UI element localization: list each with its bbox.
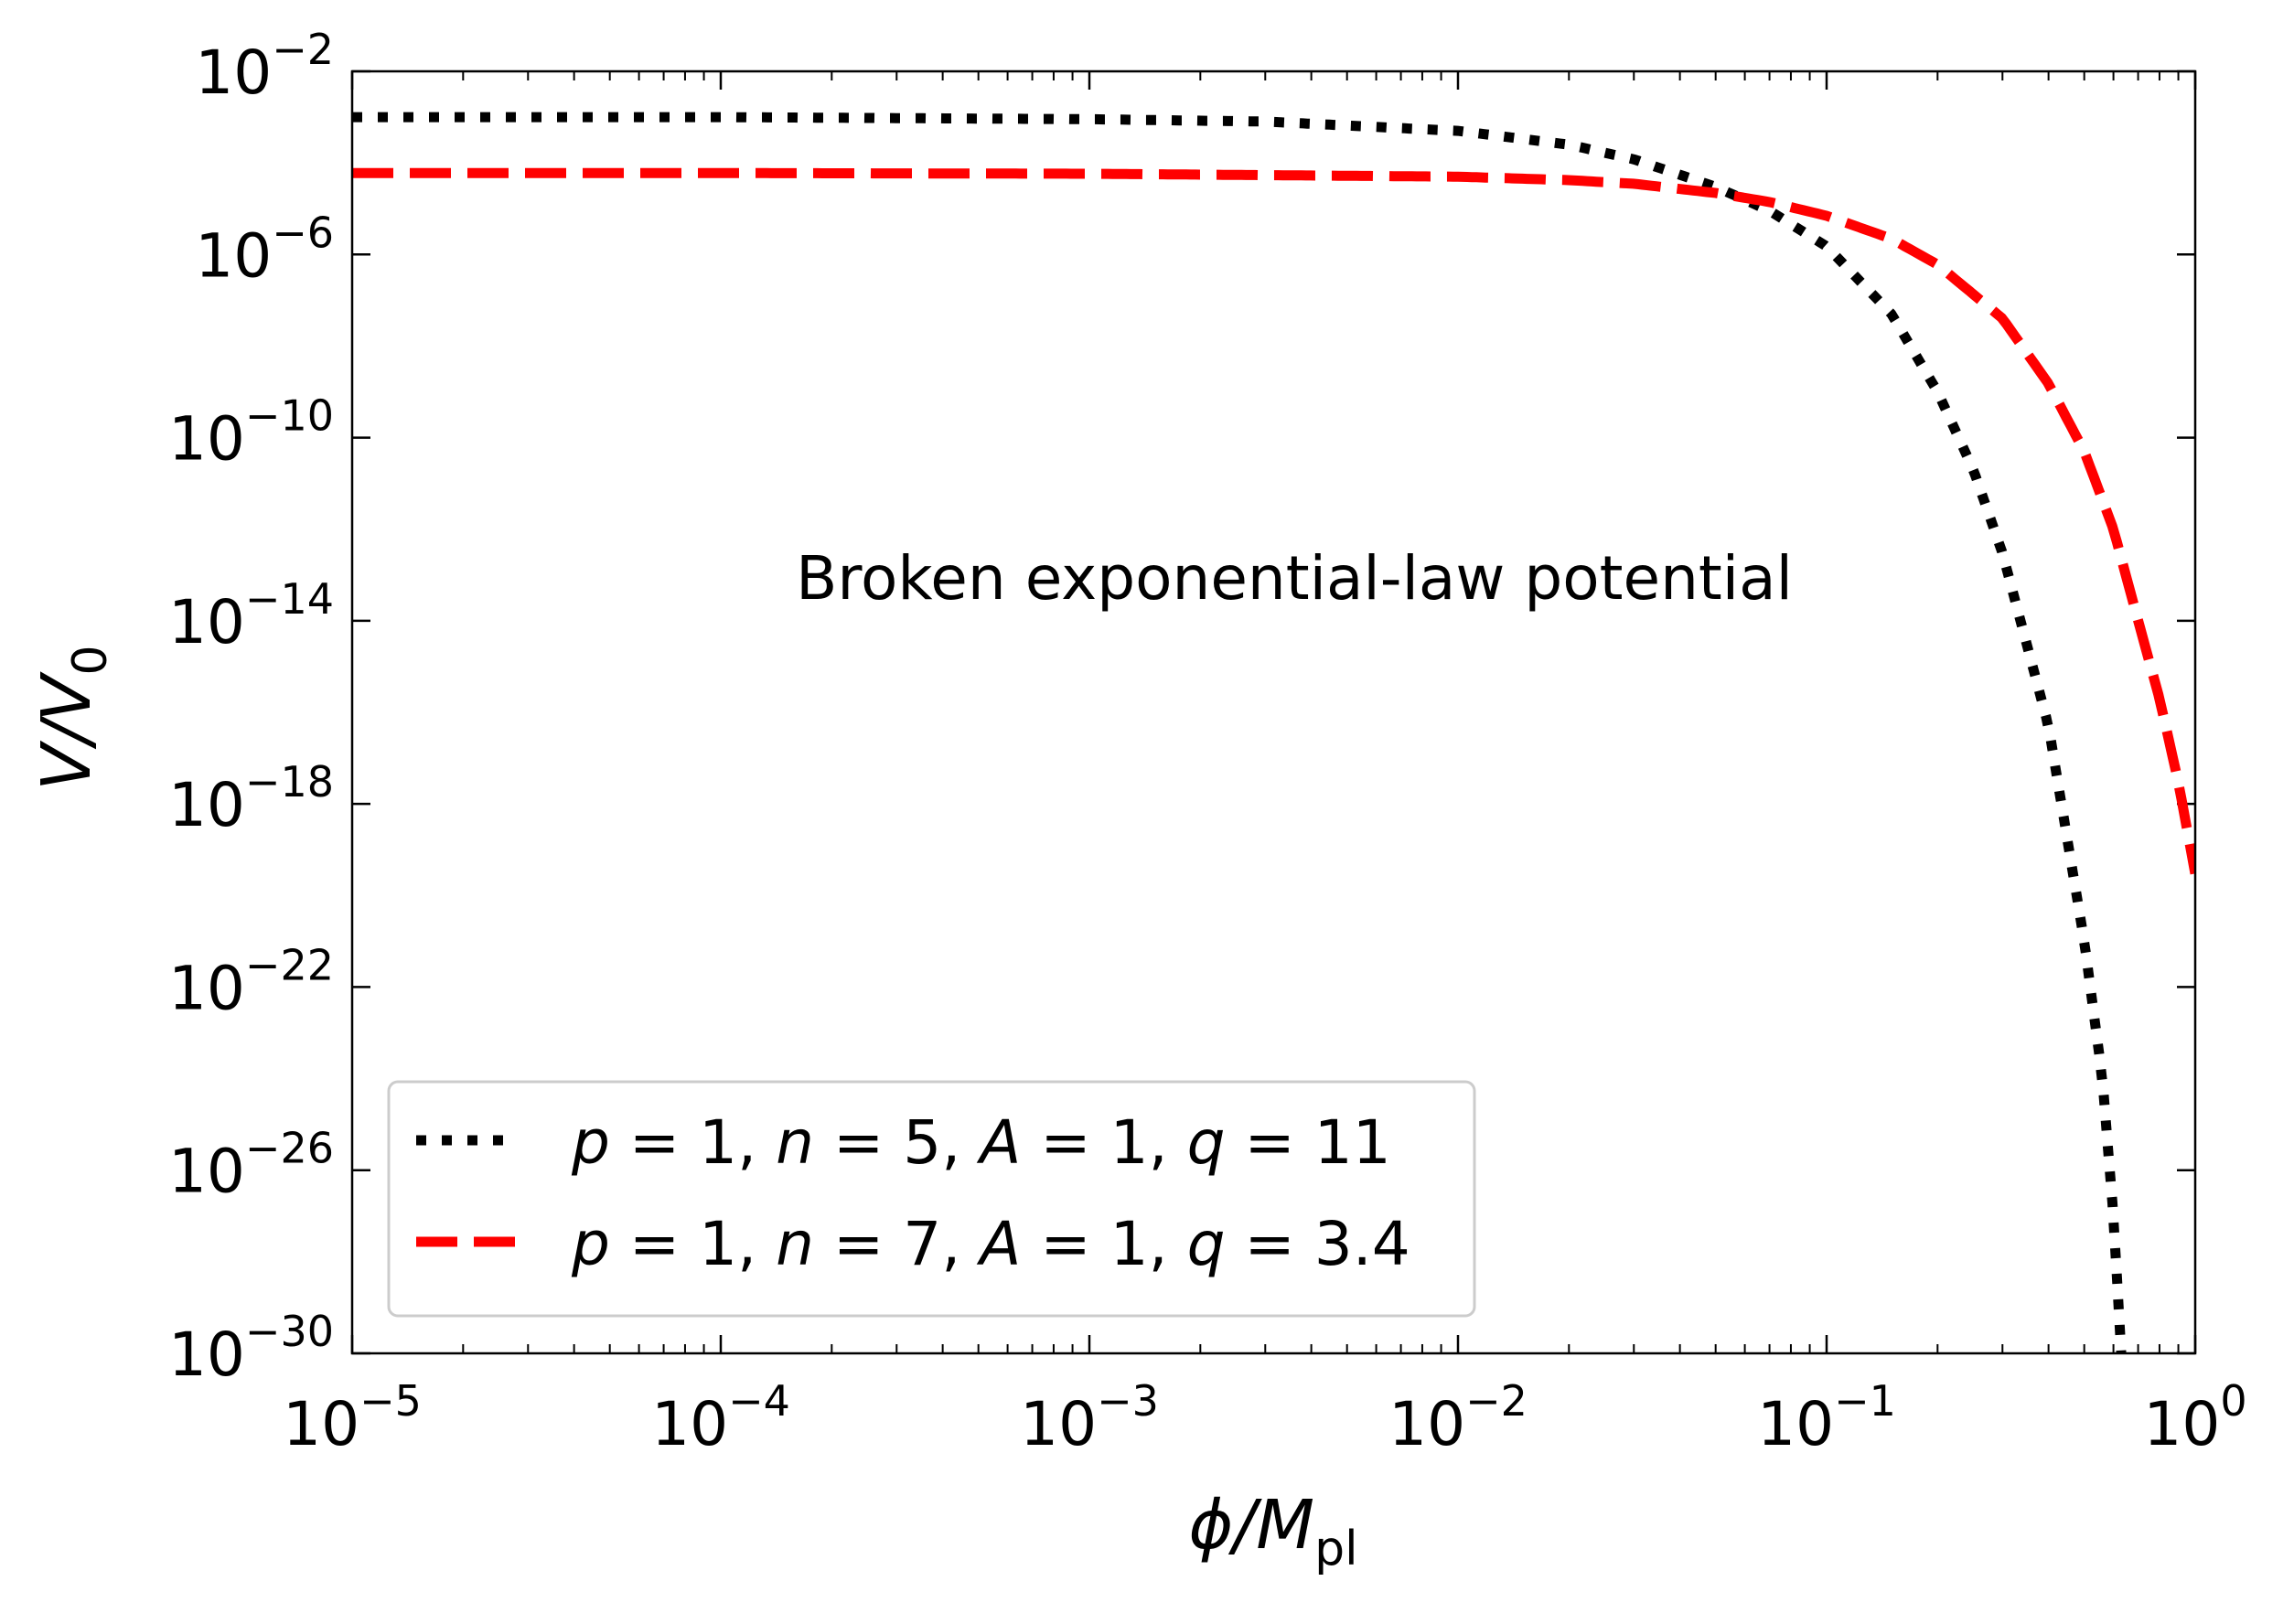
chart-annotation: Broken exponential-law potential (796, 543, 1793, 614)
y-tick-exp: −26 (245, 1124, 334, 1173)
series-layer (352, 112, 2195, 1353)
y-tick-label: 10−18 (168, 757, 334, 840)
y-tick-exp: −10 (245, 391, 334, 441)
legend-label-2: p = 1, n = 7, A = 1, q = 3.4 (571, 1209, 1410, 1279)
y-tick-label: 10−30 (168, 1307, 334, 1390)
x-tick-exp: −1 (1834, 1376, 1896, 1426)
legend-2-q: q (1187, 1209, 1226, 1279)
x-tick-label: 10−4 (651, 1376, 790, 1459)
legend-1-t4: = 11 (1225, 1107, 1390, 1178)
y-tick-exp: −30 (245, 1307, 334, 1356)
x-axis-label: ϕ/Mpl (1188, 1486, 1357, 1576)
x-tick-exp: −5 (359, 1376, 422, 1426)
y-tick-base: 10 (195, 37, 272, 108)
y-tick-base: 10 (168, 770, 245, 840)
legend-2-t2: = 7, (814, 1209, 980, 1279)
y-tick-label: 10−22 (168, 940, 334, 1023)
y-tick-exp: −18 (245, 757, 334, 807)
plot-frame (350, 69, 2197, 1355)
x-tick-label: 10−3 (1020, 1376, 1159, 1459)
y-tick-base: 10 (168, 1137, 245, 1207)
x-axis-label-sub: pl (1314, 1522, 1357, 1576)
legend-2-A: A (976, 1209, 1021, 1279)
x-tick-exp: −2 (1465, 1376, 1528, 1426)
x-tick-label: 100 (2143, 1376, 2246, 1459)
x-tick-exp: −3 (1097, 1376, 1159, 1426)
legend-2-n: n (776, 1209, 814, 1279)
y-axis-label: V/V0 (27, 645, 118, 790)
legend-1-q: q (1187, 1107, 1226, 1178)
legend-1-t2: = 5, (814, 1107, 980, 1178)
x-tick-label: 10−5 (283, 1376, 422, 1459)
y-axis-label-sub: 0 (63, 645, 118, 675)
legend-1-t3: = 1, (1021, 1107, 1186, 1178)
y-tick-base: 10 (168, 587, 245, 657)
x-tick-base: 10 (1020, 1389, 1097, 1459)
legend: p = 1, n = 5, A = 1, q = 11 p = 1, n = 7… (387, 1080, 1476, 1318)
y-tick-base: 10 (168, 953, 245, 1023)
y-tick-exp: −2 (272, 25, 334, 74)
y-tick-base: 10 (168, 404, 245, 475)
x-axis-label-main: ϕ/M (1188, 1486, 1314, 1565)
y-tick-base: 10 (195, 220, 272, 291)
x-tick-label: 10−2 (1388, 1376, 1528, 1459)
y-tick-label: 10−10 (168, 391, 334, 475)
y-tick-label: 10−26 (168, 1124, 334, 1207)
y-tick-base: 10 (168, 1320, 245, 1390)
x-tick-base: 10 (1757, 1389, 1834, 1459)
x-tick-base: 10 (1388, 1389, 1465, 1459)
x-tick-base: 10 (651, 1389, 728, 1459)
y-tick-label: 10−14 (168, 574, 334, 657)
legend-2-t1: = 1, (610, 1209, 776, 1279)
series-line-2 (352, 167, 2195, 875)
legend-label-1: p = 1, n = 5, A = 1, q = 11 (571, 1107, 1391, 1178)
y-tick-exp: −22 (245, 940, 334, 989)
legend-1-t1: = 1, (610, 1107, 776, 1178)
x-tick-label: 10−1 (1757, 1376, 1896, 1459)
y-tick-exp: −6 (272, 208, 334, 257)
legend-box (387, 1080, 1476, 1318)
legend-1-n: n (776, 1107, 814, 1178)
x-tick-base: 10 (283, 1389, 359, 1459)
x-tick-exp: 0 (2220, 1376, 2246, 1426)
x-tick-exp: −4 (728, 1376, 790, 1426)
legend-2-t4: = 3.4 (1225, 1209, 1410, 1279)
minor-ticks (462, 71, 2180, 1353)
legend-1-p: p (571, 1107, 610, 1178)
y-axis-label-main: V/V (27, 671, 106, 791)
x-tick-base: 10 (2143, 1389, 2220, 1459)
legend-2-p: p (571, 1209, 610, 1279)
legend-2-t3: = 1, (1021, 1209, 1186, 1279)
y-tick-label: 10−2 (195, 25, 334, 108)
x-tick-labels: 10−5 10−4 10−3 10−2 10−1 100 (283, 1376, 2247, 1459)
y-tick-label: 10−6 (195, 208, 334, 291)
y-tick-exp: −14 (245, 574, 334, 624)
legend-1-A: A (976, 1107, 1021, 1178)
